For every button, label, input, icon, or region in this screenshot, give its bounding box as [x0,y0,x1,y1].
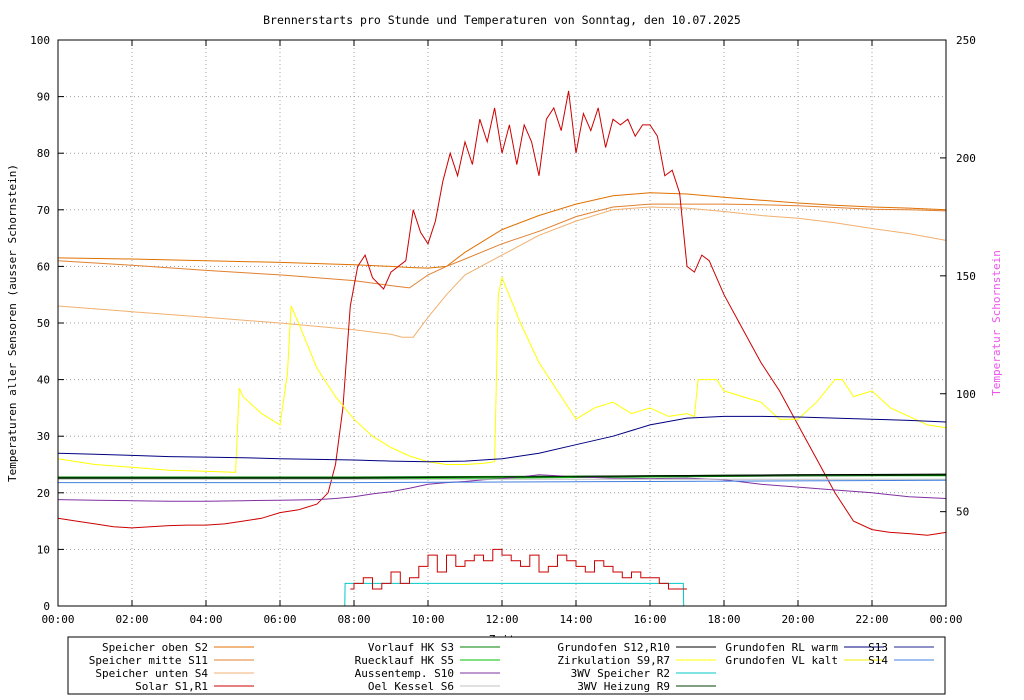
x-tick-label: 22:00 [855,613,888,626]
series-line-brennerstarts [350,548,687,590]
y2-tick-label: 100 [956,388,976,401]
x-tick-label: 10:00 [411,613,444,626]
y-tick-label: 50 [37,317,50,330]
x-tick-label: 02:00 [115,613,148,626]
legend-label: Vorlauf HK S3 [368,641,454,654]
legend-label: Solar S1,R1 [135,680,208,693]
series-line-speicher-mitte-s11 [57,203,947,289]
y-tick-label: 0 [43,600,50,613]
x-tick-label: 00:00 [41,613,74,626]
legend-label: Speicher mitte S11 [89,654,208,667]
y2-axis-label: Temperatur Schornstein [990,250,1003,396]
y-axis-label: Temperaturen aller Sensoren (ausser Scho… [6,164,19,482]
y2-tick-label: 50 [956,506,969,519]
x-tick-label: 12:00 [485,613,518,626]
y2-tick-label: 200 [956,152,976,165]
y2-tick-label: 250 [956,34,976,47]
tick-labels: 00:00 02:00 04:00 06:00 08:00 10:00 12:00 14:00… [30,34,976,626]
legend-label: Zirkulation S9,R7 [557,654,670,667]
legend-label: Oel Kessel S6 [368,680,454,693]
legend-label: Grundofen VL kalt [725,654,838,667]
series-line-aussentemp-s10 [57,474,947,502]
series-line-solar-s1-r1 [57,90,947,536]
legend-label: S14 [868,654,888,667]
series-line-3wv-heizung-r9 [58,474,947,478]
plot-border [57,39,947,607]
y-tick-label: 60 [37,260,50,273]
y-tick-label: 90 [37,91,50,104]
x-tick-label: 16:00 [633,613,666,626]
legend-label: Speicher unten S4 [95,667,208,680]
x-tick-label: 14:00 [559,613,592,626]
y-tick-label: 40 [37,374,50,387]
y-tick-label: 70 [37,204,50,217]
legend-label: Ruecklauf HK S5 [355,654,454,667]
x-tick-label: 08:00 [337,613,370,626]
y-tick-label: 30 [37,430,50,443]
x-tick-label: 00:00 [929,613,962,626]
x-tick-label: 06:00 [263,613,296,626]
series-line-s14 [58,479,947,484]
chart-title: Brennerstarts pro Stunde und Temperature… [263,13,741,27]
legend-label: Speicher oben S2 [102,641,208,654]
y-tick-label: 80 [37,147,50,160]
y-tick-label: 10 [37,543,50,556]
legend-label: Aussentemp. S10 [355,667,454,680]
legend-label: 3WV Speicher R2 [571,667,670,680]
y-tick-label: 20 [37,487,50,500]
series-line-speicher-oben-s2 [57,192,947,269]
legend-label: Grundofen S12,R10 [557,641,670,654]
x-tick-label: 18:00 [707,613,740,626]
axes [57,39,947,607]
legend-label: 3WV Heizung R9 [577,680,670,693]
y-tick-label: 100 [30,34,50,47]
series-line-zirkulation-s9-r7 [57,276,947,473]
legend-label: Grundofen RL warm [725,641,838,654]
y2-tick-label: 150 [956,270,976,283]
x-tick-label: 20:00 [781,613,814,626]
legend-label: S13 [868,641,888,654]
series-line-speicher-unten-s4 [57,206,947,338]
series-layer [57,90,947,607]
series-line-grundofen-rl-warm [57,415,947,463]
x-tick-label: 04:00 [189,613,222,626]
grid-lines [58,40,946,606]
